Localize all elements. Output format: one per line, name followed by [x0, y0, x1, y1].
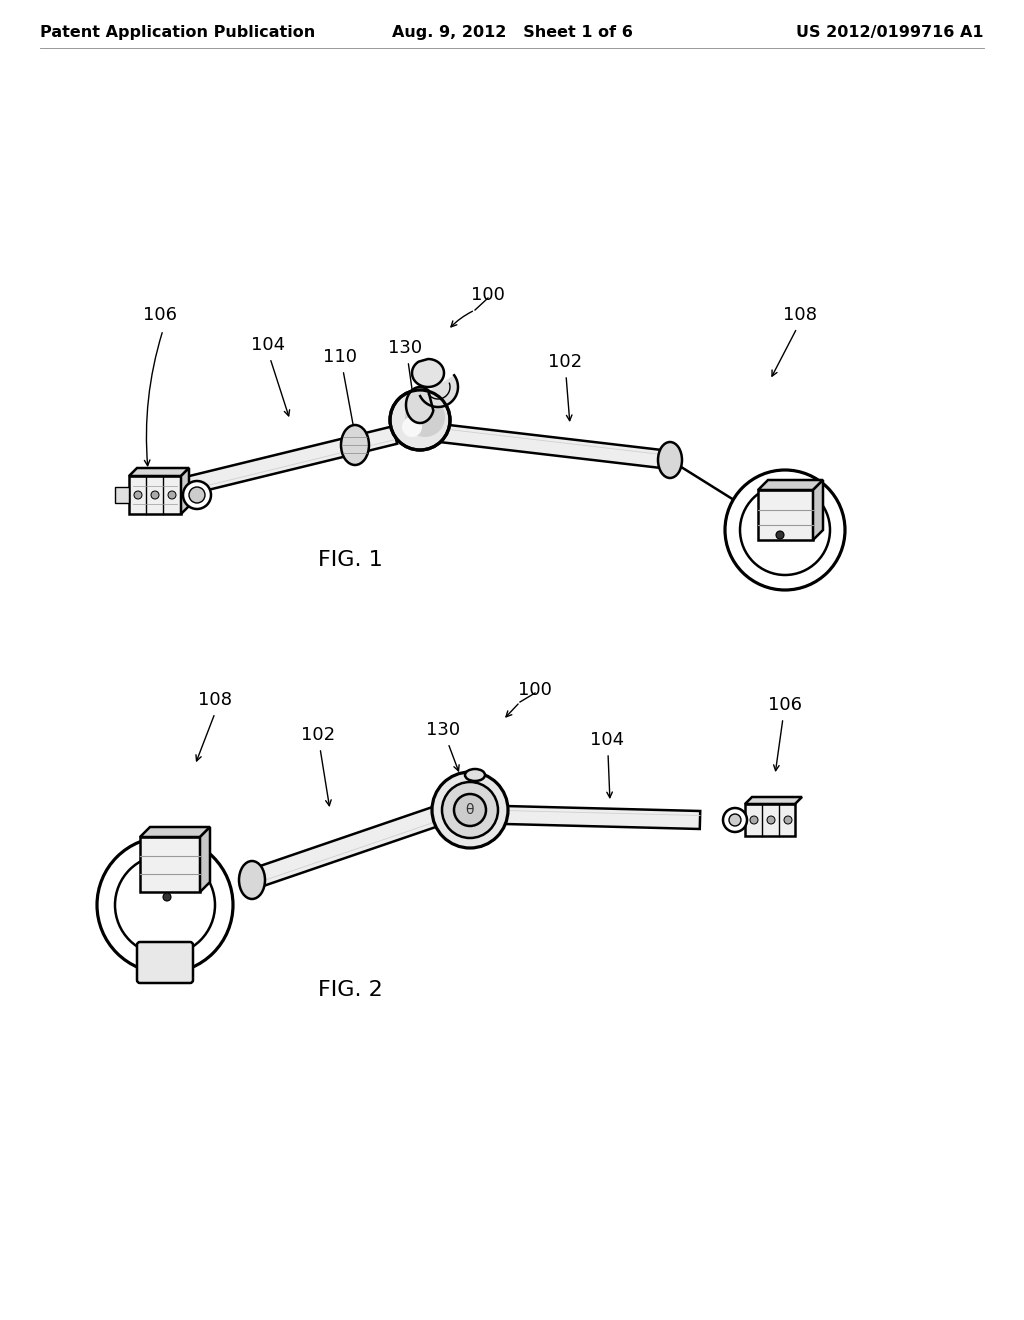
Text: 108: 108	[198, 690, 232, 709]
Text: Aug. 9, 2012   Sheet 1 of 6: Aug. 9, 2012 Sheet 1 of 6	[391, 25, 633, 41]
Polygon shape	[140, 828, 210, 837]
Circle shape	[725, 470, 845, 590]
Circle shape	[750, 816, 758, 824]
Text: 106: 106	[768, 696, 802, 714]
Ellipse shape	[341, 425, 369, 465]
Text: Patent Application Publication: Patent Application Publication	[40, 25, 315, 41]
Polygon shape	[200, 828, 210, 892]
Circle shape	[454, 795, 486, 826]
Polygon shape	[412, 359, 444, 387]
Circle shape	[402, 417, 422, 437]
Bar	[745, 804, 795, 836]
Bar	[140, 837, 200, 892]
Text: 100: 100	[518, 681, 552, 700]
Text: FIG. 2: FIG. 2	[317, 979, 382, 1001]
Polygon shape	[181, 469, 189, 513]
Text: 130: 130	[426, 721, 460, 739]
Polygon shape	[129, 469, 189, 477]
Text: 104: 104	[251, 337, 285, 354]
Circle shape	[390, 389, 450, 450]
Circle shape	[163, 894, 171, 902]
Text: 130: 130	[388, 339, 422, 356]
Circle shape	[97, 837, 233, 973]
Polygon shape	[758, 480, 823, 490]
Circle shape	[134, 491, 142, 499]
Ellipse shape	[658, 442, 682, 478]
Circle shape	[767, 816, 775, 824]
Circle shape	[432, 772, 508, 847]
Circle shape	[442, 781, 498, 838]
Bar	[129, 477, 181, 513]
Polygon shape	[439, 424, 671, 469]
Circle shape	[784, 816, 792, 824]
Circle shape	[168, 491, 176, 499]
Circle shape	[776, 531, 784, 539]
Circle shape	[406, 397, 445, 437]
Circle shape	[183, 480, 211, 510]
Circle shape	[115, 855, 215, 954]
Polygon shape	[813, 480, 823, 540]
Text: 104: 104	[590, 731, 624, 748]
Circle shape	[189, 487, 205, 503]
Bar	[758, 490, 813, 540]
Text: US 2012/0199716 A1: US 2012/0199716 A1	[797, 25, 984, 41]
Text: 106: 106	[143, 306, 177, 323]
Circle shape	[151, 491, 159, 499]
Text: 108: 108	[783, 306, 817, 323]
Circle shape	[729, 814, 741, 826]
Polygon shape	[168, 426, 397, 499]
Text: 102: 102	[301, 726, 335, 744]
Polygon shape	[247, 805, 443, 890]
Polygon shape	[420, 375, 458, 407]
Circle shape	[740, 484, 830, 576]
FancyBboxPatch shape	[137, 942, 193, 983]
Text: 100: 100	[471, 286, 505, 304]
Text: FIG. 1: FIG. 1	[317, 550, 382, 570]
Text: 102: 102	[548, 352, 582, 371]
Bar	[115, 487, 129, 503]
Ellipse shape	[465, 770, 485, 781]
Text: θ: θ	[466, 803, 474, 817]
Polygon shape	[406, 387, 433, 422]
Circle shape	[723, 808, 746, 832]
Polygon shape	[505, 807, 700, 829]
Polygon shape	[745, 797, 802, 804]
Ellipse shape	[239, 861, 265, 899]
Text: 110: 110	[323, 348, 357, 366]
